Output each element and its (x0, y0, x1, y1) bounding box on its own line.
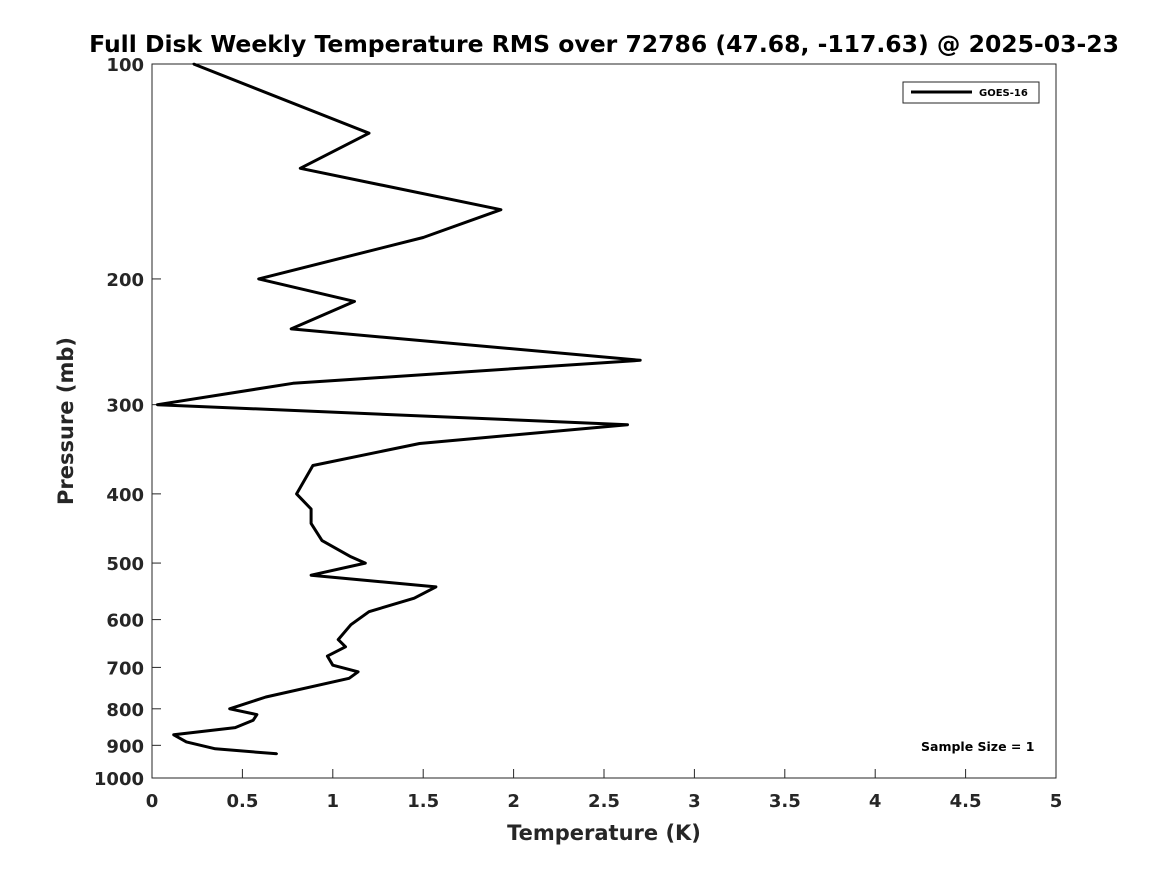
data-point (356, 670, 360, 673)
data-point (418, 442, 421, 445)
y-tick-label: 500 (106, 554, 144, 575)
data-point (185, 740, 188, 744)
data-point (349, 623, 353, 626)
data-point (309, 522, 313, 525)
x-tick-label: 3.5 (769, 791, 801, 812)
data-point (264, 695, 268, 699)
x-tick-label: 1.5 (407, 791, 439, 812)
legend-label-goes-16: GOES-16 (979, 88, 1028, 99)
data-point (639, 359, 642, 362)
data-point (234, 726, 237, 729)
y-tick-label: 600 (106, 611, 144, 632)
legend: GOES-16 (902, 81, 1040, 104)
y-axis: 100 200 300 400 500 600 700 800 900 1000 (94, 55, 161, 790)
x-tick-label: 2 (507, 791, 520, 812)
data-point (156, 403, 159, 406)
data-point (326, 654, 329, 658)
data-point (347, 677, 351, 680)
data-point (344, 645, 347, 648)
data-point (337, 638, 340, 641)
y-tick-label: 800 (106, 700, 144, 721)
x-tick-label: 3 (688, 791, 701, 812)
y-tick-label: 400 (106, 485, 144, 506)
data-point (290, 327, 293, 331)
data-point (214, 747, 217, 750)
x-axis-label: Temperature (K) (507, 821, 701, 845)
x-tick-label: 0 (146, 791, 159, 812)
x-tick-label: 4.5 (950, 791, 982, 812)
data-point (257, 277, 260, 281)
data-point (309, 507, 313, 511)
data-point (275, 752, 278, 755)
data-point (349, 555, 353, 558)
y-tick-label: 1000 (94, 769, 144, 790)
data-point (499, 208, 503, 211)
data-point (172, 733, 175, 736)
y-tick-label: 200 (106, 270, 144, 291)
data-point (626, 423, 629, 426)
data-point (252, 719, 255, 722)
data-point (311, 464, 315, 467)
chart-title: Full Disk Weekly Temperature RMS over 72… (89, 30, 1119, 58)
y-axis-label: Pressure (mb) (54, 337, 78, 505)
x-tick-label: 0.5 (226, 791, 258, 812)
sample-size-annotation: Sample Size = 1 (921, 739, 1034, 754)
x-tick-label: 1 (327, 791, 340, 812)
x-tick-label: 5 (1050, 791, 1063, 812)
data-point (295, 492, 298, 496)
y-tick-label: 700 (106, 658, 144, 679)
data-point (364, 561, 367, 565)
series-points (156, 62, 642, 755)
data-point (291, 382, 295, 385)
data-point (413, 597, 416, 600)
data-point (309, 574, 313, 577)
data-point (255, 713, 259, 716)
data-point (434, 585, 438, 589)
data-point (422, 236, 425, 239)
data-point (228, 707, 231, 710)
data-point (320, 539, 324, 542)
data-point (353, 300, 356, 303)
data-point (367, 132, 371, 135)
data-point (331, 664, 334, 667)
data-point (192, 62, 195, 66)
y-tick-label: 300 (106, 396, 144, 417)
y-tick-label: 900 (106, 736, 144, 757)
y-tick-label: 100 (106, 55, 144, 76)
x-tick-label: 4 (869, 791, 882, 812)
series-line-goes-16 (155, 62, 642, 756)
x-tick-label: 2.5 (588, 791, 620, 812)
data-point (299, 167, 302, 170)
data-point (367, 610, 371, 613)
plot-area (151, 63, 1057, 779)
x-axis: 0 0.5 1 1.5 2 2.5 3 3.5 4 4.5 5 (146, 769, 1063, 812)
